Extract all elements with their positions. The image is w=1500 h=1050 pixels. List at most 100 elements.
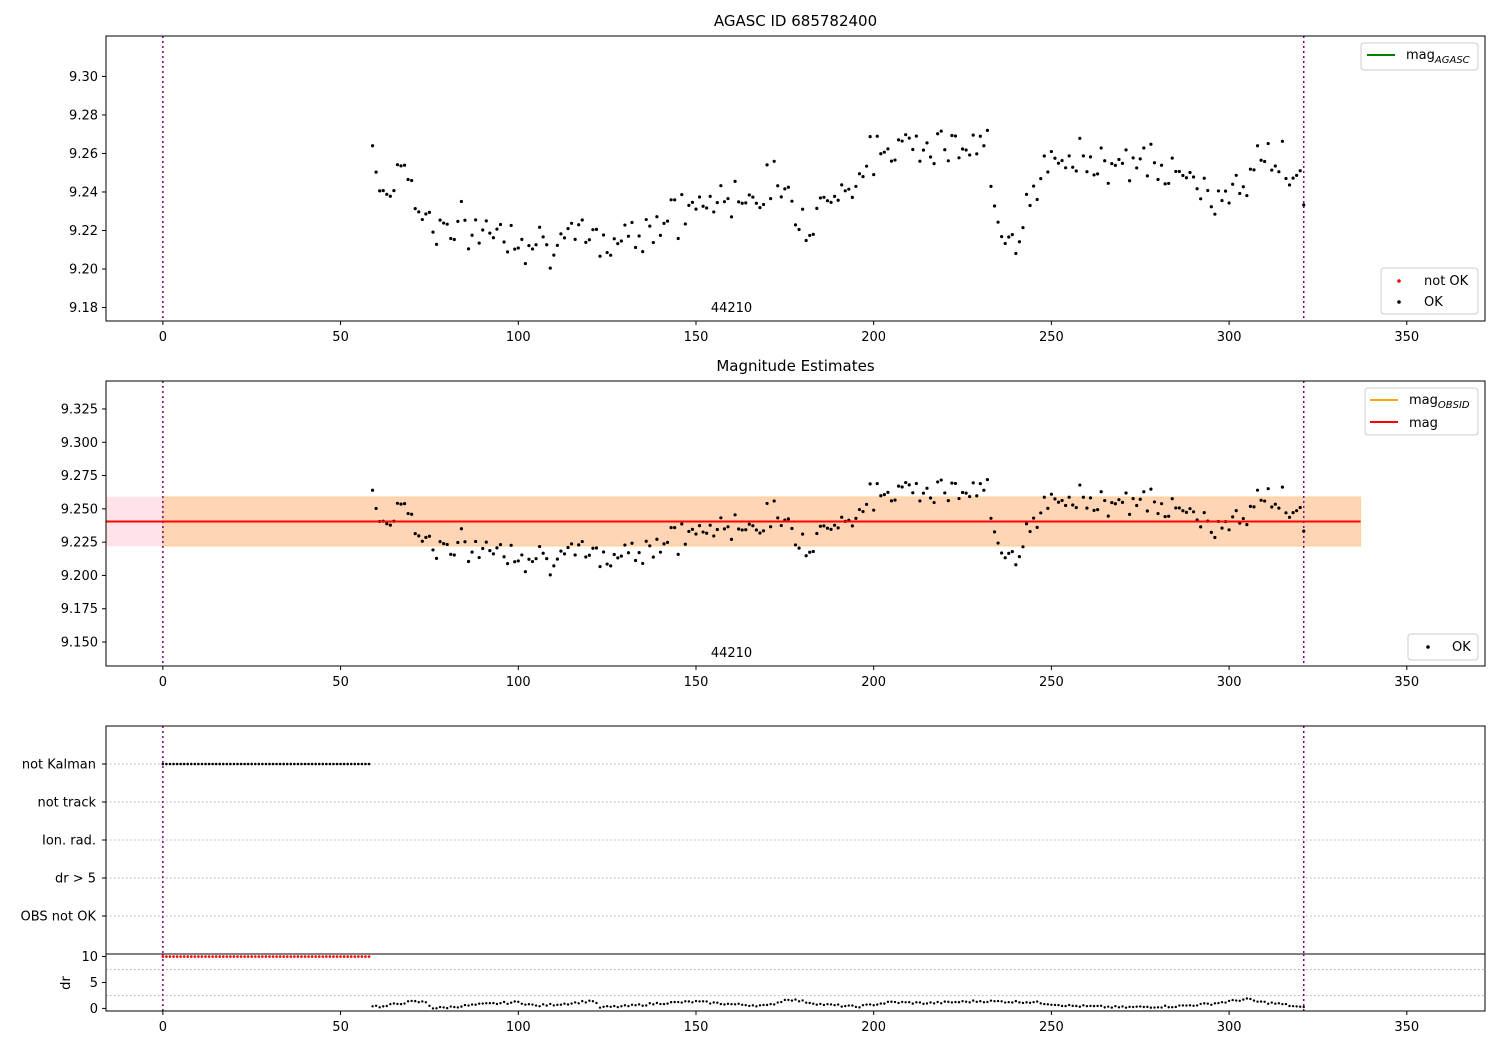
x-tick-label: 300: [1217, 1020, 1242, 1035]
data-point-ok: [626, 234, 631, 238]
dr-point: [1178, 1004, 1181, 1007]
data-point-ok: [1035, 197, 1039, 202]
panel-agasc: AGASC ID 685782400 0 50 100 150 200 250 300 350…: [69, 12, 1486, 345]
flag-point: [342, 762, 346, 766]
data-point-ok: [996, 541, 1000, 545]
dr-point: [396, 1002, 399, 1006]
legend-label-ok: OK: [1452, 640, 1471, 655]
data-point-ok: [1056, 161, 1061, 165]
dr-point: [876, 1003, 879, 1006]
dr-point: [488, 1002, 492, 1005]
dr-point: [808, 1001, 811, 1005]
x-tick-label: 150: [684, 330, 709, 345]
data-point-ok: [399, 164, 403, 168]
dr-point-clipped: [364, 955, 367, 958]
legend-upper-right[interactable]: magOBSID mag: [1364, 387, 1479, 436]
data-point-ok: [673, 198, 677, 202]
data-point-ok: [1039, 511, 1043, 515]
data-point-ok: [886, 147, 890, 151]
data-point-ok: [1149, 142, 1153, 146]
legend-label-mag-obsid: magOBSID: [1409, 393, 1470, 411]
dr-point: [772, 1003, 776, 1006]
y-axis: 9.150 9.175 9.200 9.225 9.250 9.275 9.300 9.325: [61, 402, 106, 651]
data-point-ok: [648, 544, 652, 548]
data-point-ok: [655, 215, 659, 219]
dr-point: [598, 1006, 602, 1009]
dr-point: [673, 1000, 676, 1004]
flag-point: [296, 762, 300, 766]
data-point-ok: [1177, 169, 1181, 174]
dr-point: [915, 1001, 918, 1004]
dr-point: [762, 1003, 765, 1007]
data-point-ok: [822, 195, 826, 199]
dr-point-clipped: [268, 955, 271, 958]
data-point-ok: [801, 207, 805, 211]
data-point-ok: [918, 499, 922, 503]
data-point-ok: [658, 233, 663, 237]
data-point-ok: [1042, 154, 1046, 158]
dr-point: [1227, 999, 1231, 1003]
data-point-ok: [712, 534, 716, 538]
data-point-ok: [1110, 500, 1114, 505]
data-point-ok: [1259, 498, 1263, 502]
y-tick-label: 9.150: [61, 636, 98, 651]
data-point-ok: [641, 561, 645, 566]
dr-point: [932, 1002, 936, 1005]
data-point-ok: [1064, 503, 1068, 508]
dr-point: [833, 1003, 836, 1007]
dr-point: [1160, 1006, 1163, 1009]
dr-point: [861, 1003, 865, 1007]
dr-point: [1206, 1002, 1209, 1005]
data-point-ok: [701, 530, 705, 534]
legend-upper-right[interactable]: magAGASC: [1360, 42, 1479, 71]
dr-point-clipped: [321, 955, 325, 958]
data-point-ok: [470, 233, 474, 237]
data-point-ok: [580, 218, 584, 222]
data-point-ok: [388, 194, 392, 198]
dr-point: [485, 1002, 488, 1005]
dr-point: [591, 1000, 595, 1003]
data-point-ok: [747, 522, 751, 526]
data-point-ok: [474, 539, 478, 544]
data-point-ok: [1000, 234, 1004, 239]
dr-point: [1107, 1005, 1110, 1008]
dr-point-clipped: [360, 955, 364, 958]
legend-lower-right[interactable]: not OK OK: [1380, 267, 1479, 315]
data-point-ok: [477, 555, 481, 560]
data-point-ok: [673, 525, 677, 530]
dr-point: [979, 999, 982, 1003]
data-point-ok: [502, 240, 506, 244]
data-point-ok: [1138, 497, 1142, 501]
dr-point-clipped: [339, 955, 342, 958]
data-point-ok: [1287, 515, 1292, 519]
data-point-ok: [854, 516, 858, 520]
dr-point: [694, 999, 698, 1003]
data-point-ok: [633, 245, 638, 250]
dr-point: [701, 1000, 705, 1003]
dr-point: [755, 1005, 758, 1008]
panel-flags: not Kalman not track Ion. rad. dr > 5 OBS no…: [21, 725, 1486, 1035]
data-point-ok: [769, 197, 773, 201]
data-point-ok: [989, 516, 993, 520]
dr-point: [481, 1002, 484, 1005]
data-point-ok: [957, 496, 961, 501]
data-point-ok: [541, 235, 545, 239]
data-point-ok: [552, 253, 556, 257]
data-point-ok: [960, 147, 965, 151]
data-point-ok: [729, 537, 734, 541]
data-point-ok: [943, 491, 947, 495]
legend-lower-right[interactable]: OK: [1407, 633, 1479, 661]
y-tick-label: 9.250: [61, 502, 98, 517]
data-point-ok: [825, 526, 830, 530]
dr-point: [698, 1000, 701, 1003]
dr-point: [1110, 1006, 1114, 1009]
dr-point: [1295, 1005, 1298, 1008]
dr-point: [929, 1001, 932, 1004]
data-point-ok: [1248, 167, 1253, 171]
data-point-ok: [1170, 156, 1174, 160]
data-point-ok: [857, 172, 862, 176]
data-point-ok: [697, 524, 702, 528]
data-point-ok: [381, 188, 385, 193]
data-point-ok: [978, 482, 982, 486]
data-point-ok: [1181, 509, 1185, 513]
